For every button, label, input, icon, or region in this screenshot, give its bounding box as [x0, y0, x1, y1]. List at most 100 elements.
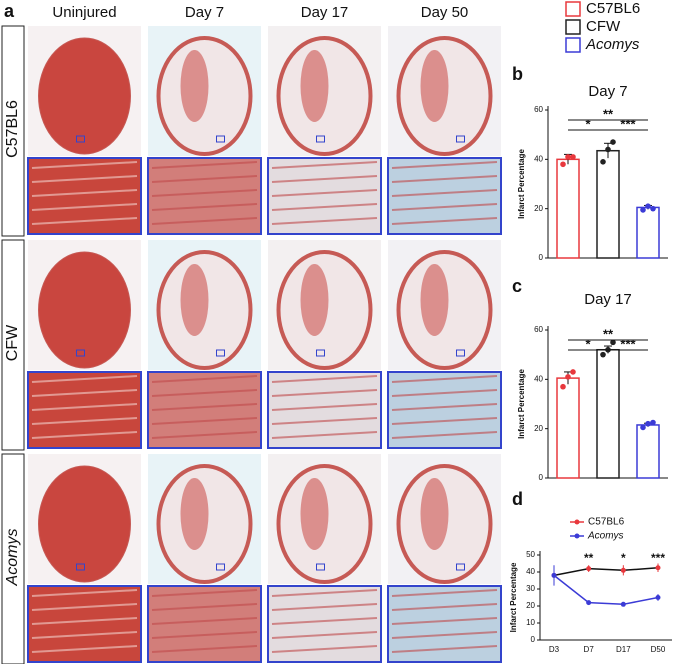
tissue-fiber — [271, 389, 378, 397]
tissue-fiber — [391, 217, 498, 225]
zoom-box — [316, 135, 325, 143]
legend-swatch — [565, 1, 581, 17]
zoom-box — [456, 349, 465, 357]
septum — [180, 478, 209, 550]
legend-label: CFW — [586, 18, 621, 35]
septum — [180, 264, 209, 336]
tissue-fiber — [271, 403, 378, 411]
chart-title: Day 17 — [584, 291, 632, 308]
tissue-fiber — [271, 189, 378, 197]
legend-marker — [574, 533, 580, 539]
column-header: Uninjured — [52, 4, 116, 21]
data-point — [620, 601, 626, 607]
tissue-fiber — [391, 161, 498, 169]
tissue-fiber — [151, 203, 258, 211]
tissue-fiber — [271, 203, 378, 211]
tissue-fiber — [151, 631, 258, 639]
data-point — [570, 154, 576, 160]
y-tick-label: 40 — [534, 154, 543, 163]
data-point — [565, 374, 571, 380]
tissue-fiber — [271, 617, 378, 625]
series-line — [553, 574, 659, 606]
y-tick-label: 0 — [531, 635, 536, 644]
data-point — [560, 383, 566, 390]
panel-label: c — [512, 276, 522, 296]
y-tick-label: 20 — [526, 601, 535, 610]
significance-label: ** — [603, 326, 614, 341]
data-point — [600, 351, 606, 358]
y-tick-label: 20 — [534, 424, 543, 433]
tissue-fiber — [31, 161, 138, 169]
legend-swatch — [565, 37, 581, 53]
tissue-fiber — [31, 431, 138, 439]
tissue-fiber — [271, 175, 378, 183]
tissue-fiber — [31, 603, 138, 611]
bar — [556, 377, 580, 479]
bar — [636, 206, 660, 259]
series-line — [553, 567, 659, 577]
significance-label: *** — [651, 551, 665, 565]
septum — [300, 50, 329, 122]
x-tick-label: D50 — [651, 645, 666, 654]
row-label-box — [1, 25, 25, 237]
tissue-fiber — [271, 631, 378, 639]
bar — [556, 158, 580, 259]
tissue-fiber — [151, 161, 258, 169]
significance-label: *** — [620, 116, 636, 131]
zoom-box — [456, 563, 465, 571]
panel-label: a — [4, 1, 15, 21]
column-header: Day 7 — [185, 4, 224, 21]
tissue-fiber — [391, 189, 498, 197]
x-tick-label: D3 — [549, 645, 560, 654]
legend-marker — [574, 519, 580, 525]
legend-label: C57BL6 — [586, 0, 640, 17]
y-axis-label: Infarct Percentage — [517, 369, 526, 439]
tissue-fiber — [151, 389, 258, 397]
septum — [300, 478, 329, 550]
significance-label: ** — [603, 106, 614, 121]
significance-label: * — [585, 116, 591, 131]
data-point — [570, 369, 576, 375]
significance-label: * — [585, 336, 591, 351]
data-point — [650, 205, 656, 212]
data-point — [560, 161, 566, 168]
x-tick-label: D17 — [616, 645, 631, 654]
tissue-fiber — [31, 389, 138, 397]
panel-label: b — [512, 64, 523, 84]
bar — [636, 424, 660, 479]
tissue-fiber — [391, 175, 498, 183]
tissue-fiber — [31, 175, 138, 183]
row-label: Acomys — [4, 529, 21, 587]
data-point — [645, 203, 651, 209]
significance-label: ** — [584, 551, 594, 565]
tissue-fiber — [31, 217, 138, 225]
row-label: CFW — [4, 324, 21, 361]
heart-section — [38, 251, 131, 369]
heart-section — [38, 465, 131, 583]
data-point — [645, 420, 651, 427]
y-tick-label: 60 — [534, 325, 543, 334]
zoom-box — [456, 135, 465, 143]
panel-label: d — [512, 489, 523, 509]
zoom-box — [216, 563, 225, 571]
tissue-fiber — [31, 403, 138, 411]
zoom-box — [316, 349, 325, 357]
tissue-fiber — [151, 431, 258, 439]
tissue-fiber — [271, 375, 378, 383]
tissue-fiber — [151, 403, 258, 411]
tissue-fiber — [271, 645, 378, 653]
y-tick-label: 40 — [534, 374, 543, 383]
septum — [420, 478, 449, 550]
tissue-fiber — [271, 417, 378, 425]
tissue-fiber — [151, 217, 258, 225]
septum — [180, 50, 209, 122]
data-point — [605, 146, 611, 153]
tissue-fiber — [151, 375, 258, 383]
y-axis-label: Infarct Percentage — [509, 562, 518, 632]
data-point — [551, 572, 557, 578]
row-label: C57BL6 — [4, 100, 21, 158]
zoom-box — [216, 135, 225, 143]
x-tick-label: D7 — [584, 645, 595, 654]
data-point — [655, 565, 661, 571]
